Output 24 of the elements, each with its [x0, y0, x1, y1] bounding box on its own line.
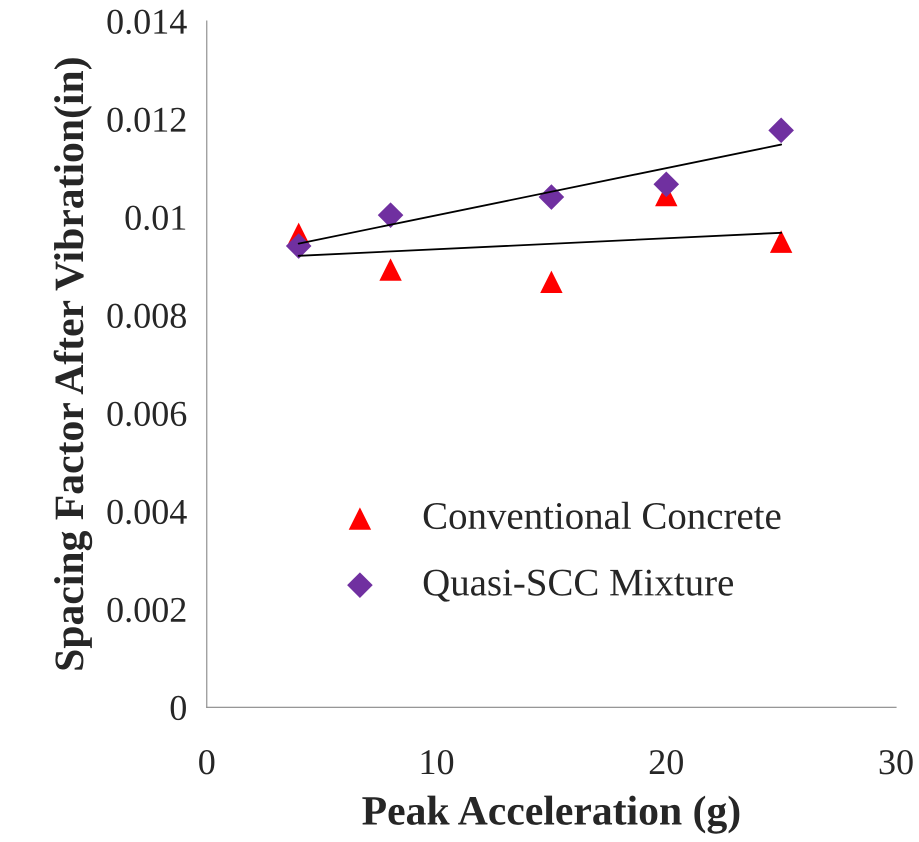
point	[379, 258, 402, 281]
x-axis-title: Peak Acceleration (g)	[362, 796, 740, 834]
point	[286, 233, 312, 259]
point	[540, 270, 563, 294]
point	[538, 184, 564, 210]
y-tick-label: 0.004	[107, 500, 187, 524]
legend-label: Quasi-SCC Mixture	[424, 570, 733, 602]
x-tick-label: 10	[422, 750, 454, 774]
y-tick-label: 0.014	[107, 10, 187, 34]
x-tick-label: 20	[650, 750, 683, 774]
y-tick-label: 0	[170, 696, 186, 720]
y-tick-label: 0.002	[107, 598, 186, 622]
y-tick-label: 0.01	[126, 206, 186, 230]
y-axis-title: Spacing Factor After Vibration(in)	[54, 58, 92, 670]
y-tick-label: 0.008	[107, 304, 186, 328]
x-tick-label: 30	[880, 750, 913, 774]
x-tick-label: 0	[199, 750, 214, 774]
point	[768, 118, 794, 144]
point	[378, 202, 404, 228]
point	[653, 171, 680, 198]
point	[770, 230, 792, 253]
y-tick-label: 0.006	[107, 402, 186, 426]
y-tick-label: 0.012	[107, 108, 186, 132]
legend-label: Conventional Concrete	[424, 502, 780, 530]
